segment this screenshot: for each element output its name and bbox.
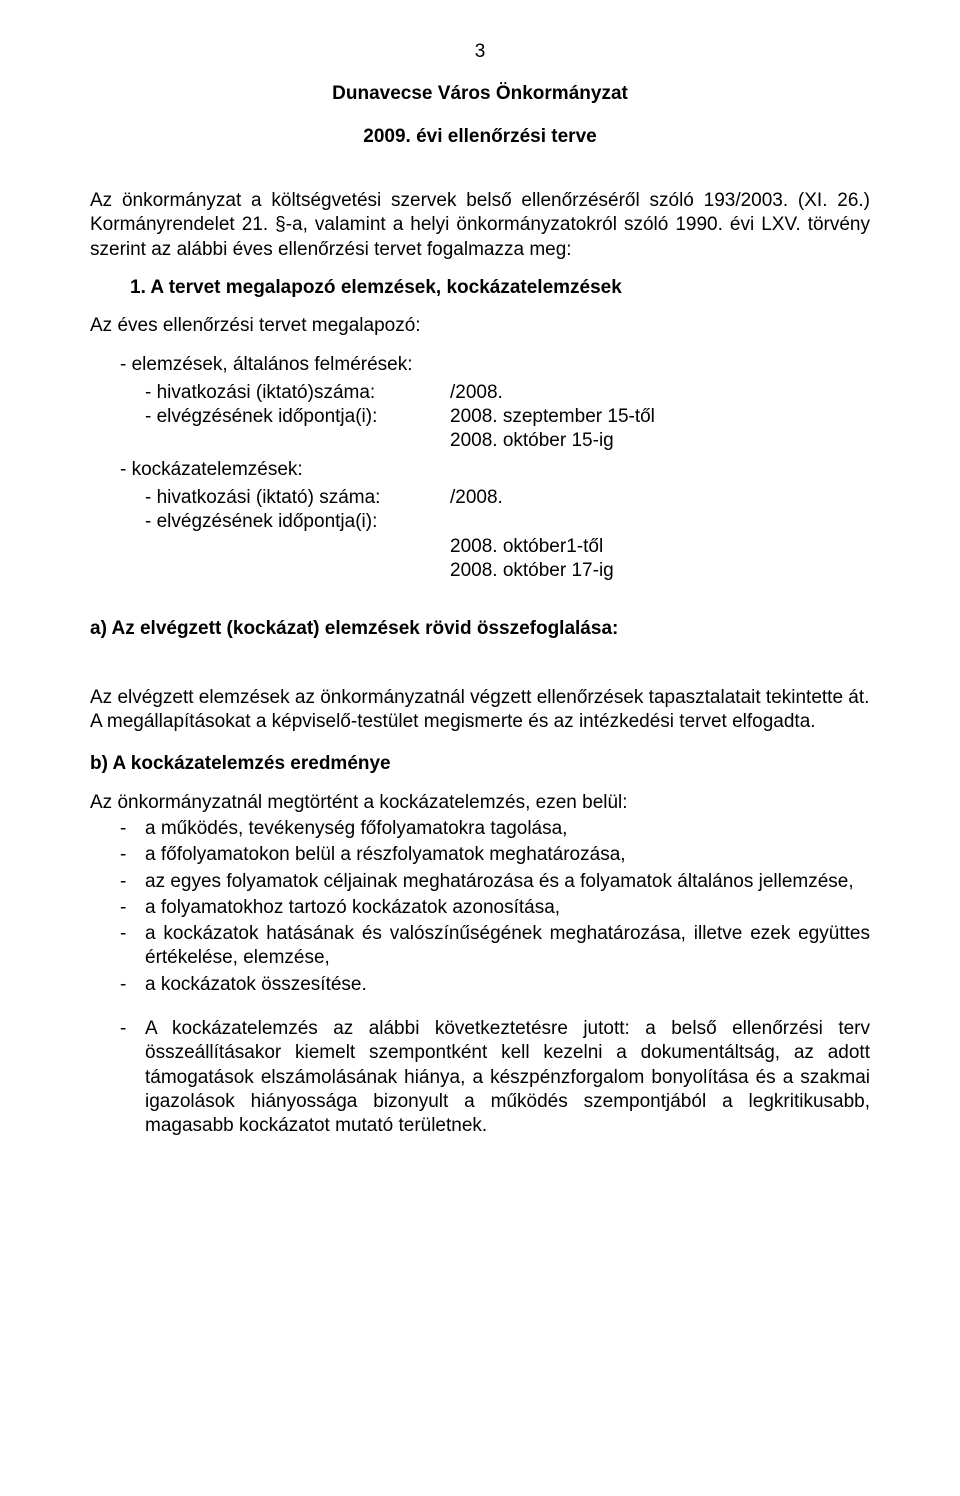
page-number: 3 [90, 40, 870, 64]
section-a-paragraph-1: Az elvégzett elemzések az önkormányzatná… [90, 686, 870, 710]
list-item-text: az egyes folyamatok céljainak meghatároz… [145, 870, 870, 894]
intro-paragraph: Az önkormányzat a költségvetési szervek … [90, 189, 870, 262]
list-item-text: a működés, tevékenység főfolyamatokra ta… [145, 817, 870, 841]
bullet-dash-icon: - [120, 896, 145, 920]
value-elvegzes-1b: 2008. október 15-ig [450, 429, 870, 453]
row-elvegzes-1b: 2008. október 15-ig [145, 429, 870, 453]
value-elvegzes-2a: 2008. október1-től [450, 535, 870, 559]
value-elvegzes-1a: 2008. szeptember 15-től [450, 405, 870, 429]
bullet-elemzesek: - elemzések, általános felmérések: [120, 353, 870, 377]
bullet-dash-icon: - [120, 973, 145, 997]
bullet-dash-icon: - [120, 843, 145, 867]
document-title: Dunavecse Város Önkormányzat [90, 82, 870, 106]
final-paragraph: A kockázatelemzés az alábbi következteté… [145, 1017, 870, 1139]
list-item-text: a folyamatokhoz tartozó kockázatok azono… [145, 896, 870, 920]
label-hivatkozasi-1: - hivatkozási (iktató)száma: [145, 381, 450, 405]
label-hivatkozasi-2: - hivatkozási (iktató) száma: [145, 486, 450, 510]
bullet-dash-icon: - [120, 922, 145, 971]
row-elvegzes-2: - elvégzésének időpontja(i): [145, 510, 870, 534]
bullet-dash-icon: - [120, 817, 145, 841]
section-b-heading: b) A kockázatelemzés eredménye [90, 752, 870, 776]
section-b-bullets: - a működés, tevékenység főfolyamatokra … [90, 817, 870, 997]
section-a-paragraph-2: A megállapításokat a képviselő-testület … [90, 710, 870, 734]
label-elvegzes-1: - elvégzésének időpontja(i): [145, 405, 450, 429]
list-item: - a működés, tevékenység főfolyamatokra … [120, 817, 870, 841]
value-hivatkozasi-1: /2008. [450, 381, 870, 405]
list-item: - a főfolyamatokon belül a részfolyamato… [120, 843, 870, 867]
value-hivatkozasi-2: /2008. [450, 486, 870, 510]
value-elvegzes-2b: 2008. október 17-ig [450, 559, 870, 583]
list-item: - a kockázatok összesítése. [120, 973, 870, 997]
document-subtitle: 2009. évi ellenőrzési terve [90, 125, 870, 149]
list-item: - az egyes folyamatok céljainak meghatár… [120, 870, 870, 894]
document-page: 3 Dunavecse Város Önkormányzat 2009. évi… [0, 0, 960, 1496]
row-elvegzes-2a: 2008. október1-től [145, 535, 870, 559]
final-paragraph-block: - A kockázatelemzés az alábbi következte… [120, 1017, 870, 1139]
row-hivatkozasi-2: - hivatkozási (iktató) száma: /2008. [145, 486, 870, 510]
section-b-intro: Az önkormányzatnál megtörtént a kockázat… [90, 791, 870, 815]
subheading-megalapozo: Az éves ellenőrzési tervet megalapozó: [90, 314, 870, 338]
bullet-dash-icon: - [120, 870, 145, 894]
row-elvegzes-1: - elvégzésének időpontja(i): 2008. szept… [145, 405, 870, 429]
section-a-heading: a) Az elvégzett (kockázat) elemzések röv… [90, 617, 870, 641]
list-item-text: a főfolyamatokon belül a részfolyamatok … [145, 843, 870, 867]
row-hivatkozasi-1: - hivatkozási (iktató)száma: /2008. [145, 381, 870, 405]
list-item-text: a kockázatok hatásának és valószínűségén… [145, 922, 870, 971]
bullet-dash-icon: - [120, 1017, 145, 1139]
bullet-kockazat: - kockázatelemzések: [120, 458, 870, 482]
row-elvegzes-2b: 2008. október 17-ig [145, 559, 870, 583]
list-item: - a kockázatok hatásának és valószínűség… [120, 922, 870, 971]
list-item-text: a kockázatok összesítése. [145, 973, 870, 997]
analysis-block: - elemzések, általános felmérések: - hiv… [90, 353, 870, 584]
numbered-item-1: 1. A tervet megalapozó elemzések, kockáz… [130, 276, 870, 300]
list-item: - a folyamatokhoz tartozó kockázatok azo… [120, 896, 870, 920]
label-elvegzes-2: - elvégzésének időpontja(i): [145, 510, 450, 534]
